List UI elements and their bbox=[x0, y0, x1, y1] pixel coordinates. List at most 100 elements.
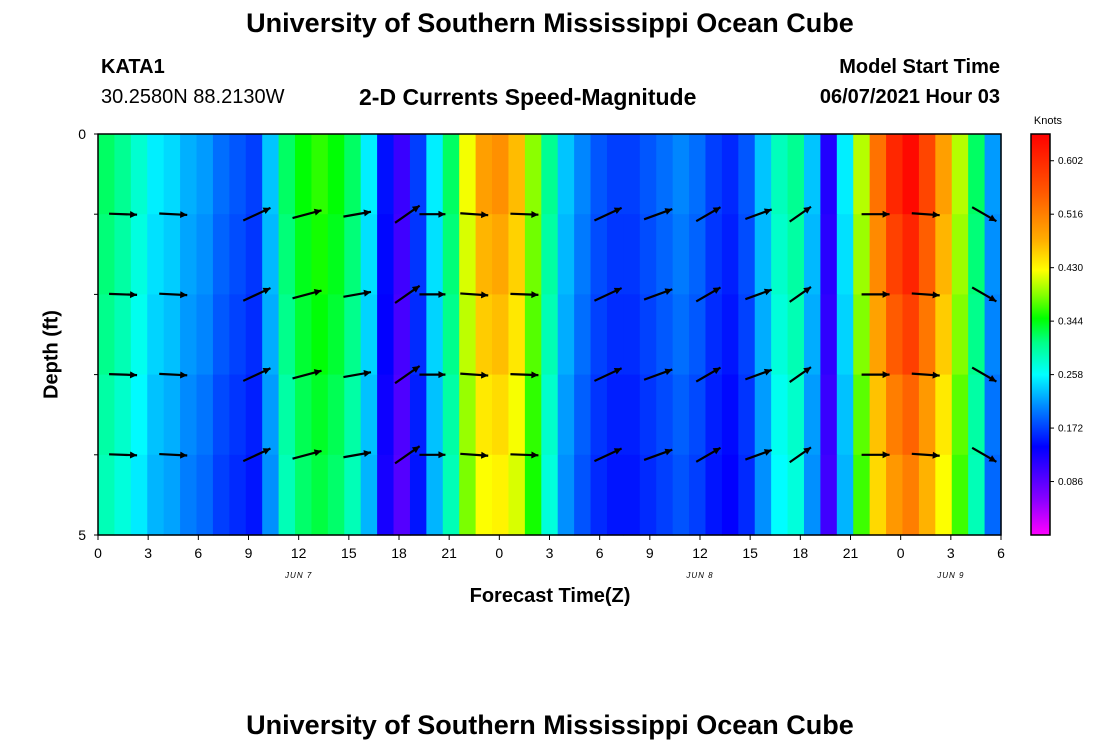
heatmap-cell bbox=[393, 214, 411, 295]
heatmap-cell bbox=[984, 134, 1002, 215]
date-label: JUN 8 bbox=[685, 571, 713, 580]
current-vector bbox=[861, 210, 890, 218]
heatmap-cell bbox=[984, 454, 1002, 536]
heatmap-cell bbox=[721, 134, 739, 215]
current-vector bbox=[343, 450, 372, 459]
heatmap-cell bbox=[229, 454, 247, 536]
heatmap-cell bbox=[492, 374, 510, 456]
heatmap-cell bbox=[442, 454, 460, 536]
heatmap-cell bbox=[787, 134, 805, 215]
current-vector bbox=[242, 206, 271, 222]
heatmap-cell bbox=[853, 214, 871, 295]
heatmap-cell bbox=[212, 374, 230, 456]
heatmap-cell bbox=[918, 134, 936, 215]
heatmap-cell bbox=[754, 454, 772, 536]
heatmap-cell bbox=[705, 214, 723, 295]
heatmap-cell bbox=[754, 134, 772, 215]
heatmap-cell bbox=[836, 294, 854, 376]
current-vector bbox=[593, 206, 623, 222]
current-vector bbox=[510, 291, 539, 299]
current-vector bbox=[242, 287, 271, 302]
heatmap-cell bbox=[327, 374, 345, 456]
heatmap-cell bbox=[327, 294, 345, 376]
current-vector bbox=[695, 446, 722, 463]
heatmap-cell bbox=[803, 454, 821, 536]
current-vector bbox=[593, 367, 623, 382]
heatmap-cell bbox=[344, 374, 362, 456]
heatmap-cell bbox=[836, 454, 854, 536]
heatmap-cell bbox=[689, 454, 707, 536]
current-vector bbox=[695, 206, 722, 223]
heatmap-cell bbox=[606, 134, 624, 215]
x-tick-label: 3 bbox=[144, 545, 152, 561]
heatmap-cell bbox=[951, 134, 969, 215]
heatmap-cell bbox=[360, 294, 378, 376]
heatmap-cell bbox=[360, 454, 378, 536]
heatmap-cell bbox=[853, 294, 871, 376]
heatmap-cell bbox=[557, 214, 575, 295]
heatmap-cell bbox=[902, 134, 920, 215]
current-vector bbox=[643, 288, 673, 301]
heatmap-cell bbox=[492, 134, 510, 215]
heatmap-cell bbox=[771, 214, 789, 295]
heatmap-cell bbox=[541, 374, 559, 456]
current-vector bbox=[643, 368, 673, 381]
heatmap-cell bbox=[212, 294, 230, 376]
current-vector bbox=[343, 369, 372, 379]
station-coordinates: 30.2580N 88.2130W bbox=[101, 86, 285, 108]
colorbar-tick-label: 0.172 bbox=[1058, 424, 1083, 435]
heatmap-cell bbox=[721, 374, 739, 456]
heatmap-cell bbox=[98, 134, 116, 215]
heatmap-cell bbox=[409, 454, 427, 536]
heatmap-cell bbox=[918, 454, 936, 536]
heatmap-cell bbox=[557, 374, 575, 456]
current-vector bbox=[242, 367, 271, 382]
colorbar-tick-label: 0.344 bbox=[1058, 317, 1083, 328]
heatmap-cell bbox=[902, 374, 920, 456]
current-vector bbox=[419, 371, 446, 379]
current-vector bbox=[744, 368, 773, 381]
heatmap-cell bbox=[836, 374, 854, 456]
current-vector bbox=[695, 366, 722, 383]
heatmap-cell bbox=[327, 134, 345, 215]
heatmap-cell bbox=[705, 134, 723, 215]
heatmap-cell bbox=[311, 374, 329, 456]
heatmap-cell bbox=[262, 374, 280, 456]
heatmap-cell bbox=[442, 294, 460, 376]
x-tick-label: 12 bbox=[291, 545, 307, 561]
x-tick-label: 15 bbox=[341, 545, 357, 561]
heatmap-cell bbox=[754, 374, 772, 456]
heatmap-cell bbox=[623, 294, 641, 376]
x-tick-label: 6 bbox=[596, 545, 604, 561]
heatmap-cell bbox=[492, 294, 510, 376]
current-vector bbox=[394, 445, 421, 465]
heatmap-cell bbox=[918, 374, 936, 456]
heatmap-cell bbox=[574, 374, 592, 456]
heatmap-cell bbox=[311, 454, 329, 536]
x-tick-label: 21 bbox=[843, 545, 859, 561]
x-tick-label: 9 bbox=[646, 545, 654, 561]
heatmap-cell bbox=[853, 134, 871, 215]
y-tick-label: 5 bbox=[78, 527, 86, 543]
current-vector bbox=[861, 451, 890, 459]
x-tick-label: 12 bbox=[692, 545, 708, 561]
date-label: JUN 7 bbox=[284, 571, 312, 580]
heatmap-cell bbox=[262, 294, 280, 376]
heatmap-cell bbox=[672, 294, 690, 376]
heatmap-cell bbox=[442, 134, 460, 215]
model-start-value: 06/07/2021 Hour 03 bbox=[819, 86, 1000, 108]
x-tick-label: 18 bbox=[793, 545, 809, 561]
heatmap-cell bbox=[409, 214, 427, 295]
heatmap-cell bbox=[130, 374, 148, 456]
heatmap-cell bbox=[130, 294, 148, 376]
heatmap-cell bbox=[295, 214, 313, 295]
heatmap-cell bbox=[705, 374, 723, 456]
heatmap-cell bbox=[886, 294, 904, 376]
heatmap-cell bbox=[771, 374, 789, 456]
heatmap-cell bbox=[590, 454, 608, 536]
heatmap-cell bbox=[524, 214, 542, 295]
heatmap-cell bbox=[738, 134, 756, 215]
heatmap-cell bbox=[196, 454, 214, 536]
heatmap-cell bbox=[918, 294, 936, 376]
heatmap-cell bbox=[820, 454, 838, 536]
